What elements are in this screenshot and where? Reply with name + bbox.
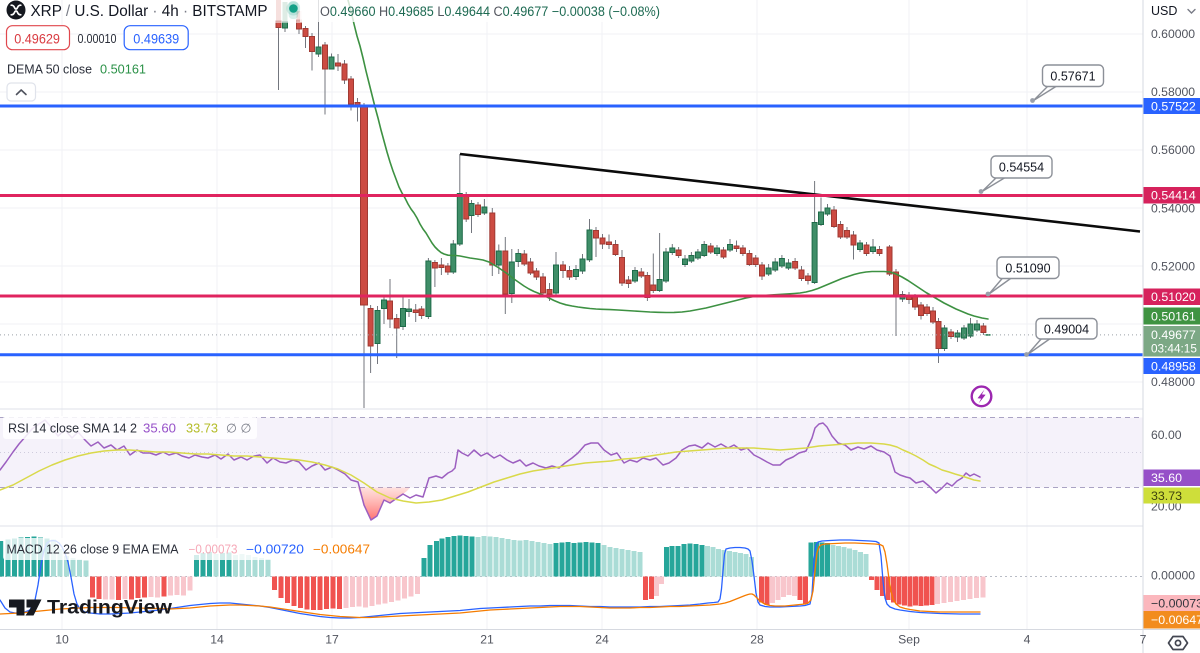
svg-text:0.48000: 0.48000 xyxy=(1151,375,1195,389)
svg-text:14: 14 xyxy=(210,633,224,647)
svg-text:24: 24 xyxy=(595,633,609,647)
svg-text:03:44:15: 03:44:15 xyxy=(1151,342,1197,356)
svg-text:O0.49660 H0.49685 L0.49644 C0.: O0.49660 H0.49685 L0.49644 C0.49677 −0.0… xyxy=(320,4,660,19)
svg-text:35.60: 35.60 xyxy=(143,422,176,436)
svg-text:0.50161: 0.50161 xyxy=(100,62,146,77)
svg-text:10: 10 xyxy=(55,633,69,647)
svg-text:0.00010: 0.00010 xyxy=(78,32,117,46)
svg-text:0.56000: 0.56000 xyxy=(1151,143,1195,157)
svg-text:0.57522: 0.57522 xyxy=(1151,99,1196,113)
svg-text:−0.00073: −0.00073 xyxy=(189,543,238,557)
svg-text:0.49629: 0.49629 xyxy=(14,31,60,46)
svg-text:DEMA 50 close: DEMA 50 close xyxy=(7,62,92,77)
svg-text:33.73: 33.73 xyxy=(1151,489,1182,503)
svg-text:0.54414: 0.54414 xyxy=(1151,189,1196,203)
svg-text:60.00: 60.00 xyxy=(1151,428,1182,442)
svg-text:0.51020: 0.51020 xyxy=(1151,290,1196,304)
svg-text:TradingView: TradingView xyxy=(47,598,172,619)
svg-text:33.73: 33.73 xyxy=(186,422,218,436)
svg-text:28: 28 xyxy=(750,633,764,647)
svg-text:XRP / U.S. Dollar · 4h · BITST: XRP / U.S. Dollar · 4h · BITSTAMP xyxy=(31,3,268,20)
svg-text:0.58000: 0.58000 xyxy=(1151,85,1195,99)
svg-text:0.57671: 0.57671 xyxy=(1050,69,1095,83)
svg-text:0.00000: 0.00000 xyxy=(1151,569,1195,583)
svg-text:0.51090: 0.51090 xyxy=(1005,261,1050,275)
svg-text:35.60: 35.60 xyxy=(1151,471,1182,485)
svg-text:USD: USD xyxy=(1151,4,1177,18)
svg-text:0.50161: 0.50161 xyxy=(1151,309,1196,323)
svg-text:17: 17 xyxy=(325,633,339,647)
svg-text:0.54000: 0.54000 xyxy=(1151,202,1195,216)
svg-text:0.49639: 0.49639 xyxy=(133,31,179,46)
svg-text:∅ ∅: ∅ ∅ xyxy=(226,422,251,436)
svg-text:7: 7 xyxy=(1140,633,1147,647)
svg-text:−0.00647: −0.00647 xyxy=(313,543,370,557)
svg-text:Sep: Sep xyxy=(898,633,920,647)
svg-text:0.49677: 0.49677 xyxy=(1151,328,1196,342)
svg-text:−0.00647: −0.00647 xyxy=(1151,613,1200,627)
svg-text:0.48958: 0.48958 xyxy=(1151,359,1196,373)
svg-text:21: 21 xyxy=(480,633,494,647)
svg-text:0.52000: 0.52000 xyxy=(1151,260,1195,274)
svg-text:0.49004: 0.49004 xyxy=(1044,322,1089,336)
svg-text:4: 4 xyxy=(1024,633,1031,647)
svg-text:0.54554: 0.54554 xyxy=(999,161,1044,175)
svg-text:0.60000: 0.60000 xyxy=(1151,27,1195,41)
svg-text:−0.00073: −0.00073 xyxy=(1151,596,1200,610)
svg-text:MACD 12 26 close 9 EMA EMA: MACD 12 26 close 9 EMA EMA xyxy=(7,543,180,557)
svg-text:−0.00720: −0.00720 xyxy=(246,543,304,557)
svg-text:RSI 14 close SMA 14 2: RSI 14 close SMA 14 2 xyxy=(8,422,137,436)
